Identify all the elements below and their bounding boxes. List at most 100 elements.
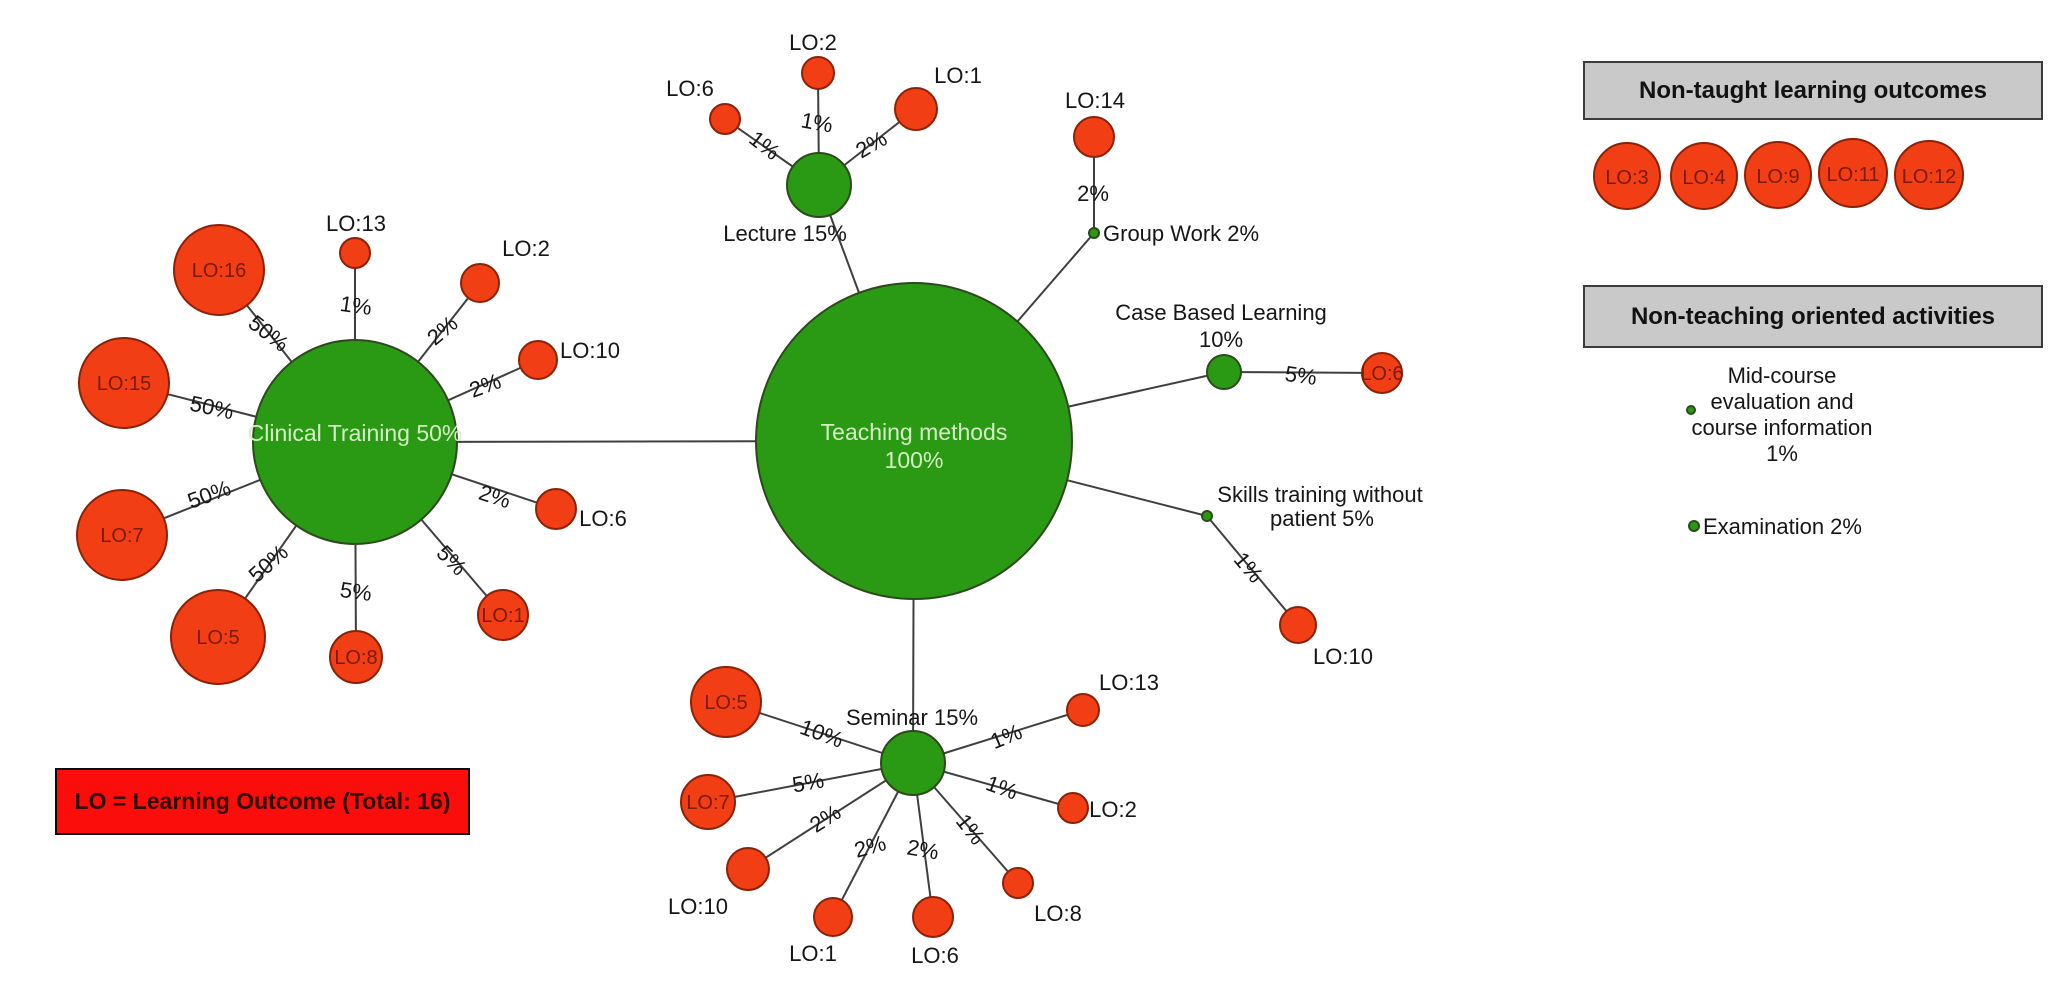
non-taught-lo9 [1744, 141, 1812, 209]
node-case-based-learning [1206, 354, 1242, 390]
mid-course-evaluation-label: Mid-course [1728, 363, 1837, 388]
edge-percent-label: 2% [466, 368, 504, 402]
node-clinical-lo10 [518, 340, 558, 380]
node-lecture-lo2 [801, 56, 835, 90]
node-groupwork-lo14 [1073, 116, 1115, 158]
diagram-text-label: 10% [1199, 327, 1243, 352]
edge-percent-label: 2% [852, 830, 889, 862]
diagram-text-label: LO:1 [789, 941, 837, 966]
node-seminar-lo8 [1002, 867, 1034, 899]
node-seminar-lo13 [1066, 693, 1100, 727]
node-clinical-training [252, 339, 458, 545]
diagram-text-label: LO:2 [1089, 797, 1137, 822]
edge-percent-label: 2% [805, 799, 845, 837]
node-clinical-lo7 [76, 489, 168, 581]
node-clinical-lo2 [460, 263, 500, 303]
node-seminar [880, 730, 946, 796]
non-teaching-activities-header: Non-teaching oriented activities [1630, 302, 1996, 330]
edge-percent-label: 2% [851, 126, 891, 164]
diagram-text-label: patient 5% [1270, 506, 1374, 531]
diagram-text-label: LO:10 [1313, 644, 1373, 669]
node-teaching-methods [755, 282, 1073, 600]
node-clinical-lo8 [329, 630, 383, 684]
node-label-teaching-methods: 100% [885, 447, 944, 473]
node-lecture-lo6 [709, 103, 741, 135]
examination-dot [1688, 520, 1700, 532]
node-seminar-lo6 [912, 896, 954, 938]
node-clinical-lo13 [339, 237, 371, 269]
non-taught-lo4 [1670, 142, 1738, 210]
node-label-clinical-lo5: LO:5 [196, 627, 239, 649]
diagram-text-label: LO:13 [326, 211, 386, 236]
mid-course-evaluation-label: evaluation and [1710, 389, 1853, 414]
diagram-text-label: LO:8 [1034, 901, 1082, 926]
node-lecture-lo1 [894, 87, 938, 131]
node-label-clinical-lo1: LO:1 [481, 605, 524, 627]
node-clinical-lo1 [477, 589, 529, 641]
node-label-clinical-lo15: LO:15 [97, 373, 151, 395]
diagram-text-label: LO:6 [911, 943, 959, 968]
diagram-text-label: LO:10 [560, 338, 620, 363]
non-teaching-activities-box: Non-teaching oriented activities [1583, 285, 2043, 348]
node-clinical-lo6 [535, 488, 577, 530]
non-taught-lo12 [1894, 140, 1964, 210]
node-label-seminar-lo5: LO:5 [704, 692, 747, 714]
node-cbl-lo6 [1361, 352, 1403, 394]
non-taught-lo3 [1593, 142, 1661, 210]
edge-percent-label: 50% [244, 539, 293, 587]
diagram-text-label: Lecture 15% [723, 221, 847, 246]
node-seminar-lo7 [680, 774, 736, 830]
node-clinical-lo15 [78, 337, 170, 429]
node-label-clinical-lo16: LO:16 [192, 260, 246, 282]
edge-percent-label: 2% [422, 311, 462, 351]
node-skills-lo10 [1279, 606, 1317, 644]
node-clinical-lo16 [173, 224, 265, 316]
edge-percent-label: 50% [244, 310, 294, 357]
diagram-text-label: LO:6 [579, 506, 627, 531]
diagram-text-label: Group Work 2% [1103, 221, 1259, 246]
edge-percent-label: 50% [184, 475, 234, 514]
edge-percent-label: 10% [797, 714, 847, 753]
examination-label: Examination 2% [1703, 514, 1862, 539]
node-label-cbl-lo6: LO:6 [1360, 363, 1403, 385]
node-seminar-lo2 [1057, 792, 1089, 824]
edge-percent-label: 1% [983, 770, 1021, 804]
edge-percent-label: 50% [188, 391, 236, 425]
non-taught-outcomes-header: Non-taught learning outcomes [1639, 76, 1987, 104]
edge-percent-label: 2% [1077, 181, 1109, 206]
edge-percent-label: 1% [744, 126, 784, 165]
non-taught-label: LO:9 [1756, 166, 1799, 188]
node-lecture [786, 152, 852, 218]
edge-line [707, 762, 914, 803]
mid-course-evaluation-label: course information [1692, 415, 1873, 440]
lo-legend-box: LO = Learning Outcome (Total: 16) [55, 768, 470, 835]
diagram-text-label: LO:14 [1065, 88, 1125, 113]
diagram-text-label: Skills training without [1217, 482, 1422, 507]
diagram-text-label: LO:1 [934, 63, 982, 88]
node-group-work-dot [1088, 227, 1100, 239]
node-seminar-lo10 [726, 847, 770, 891]
mid-course-evaluation-label: 1% [1766, 441, 1798, 466]
edge-percent-label: 2% [476, 480, 514, 514]
node-label-clinical-training: Clinical Training 50% [248, 420, 463, 446]
non-taught-label: LO:4 [1682, 167, 1725, 189]
edge-percent-label: 1% [799, 107, 835, 137]
edge-percent-label: 5% [1283, 361, 1318, 390]
diagram-text-label: LO:2 [789, 30, 837, 55]
non-taught-label: LO:12 [1902, 166, 1956, 188]
lo-legend-text: LO = Learning Outcome (Total: 16) [74, 788, 451, 814]
node-clinical-lo5 [170, 589, 266, 685]
node-skills-training-dot [1201, 510, 1213, 522]
non-taught-label: LO:3 [1605, 167, 1648, 189]
non-taught-lo11 [1818, 138, 1888, 208]
diagram-text-label: LO:2 [502, 236, 550, 261]
edge-percent-label: 1% [987, 719, 1026, 754]
edge-percent-label: 5% [790, 767, 826, 797]
edge-line [1223, 371, 1383, 374]
diagram-text-label: Seminar 15% [846, 705, 978, 730]
mid-course-evaluation-dot [1686, 405, 1696, 415]
non-taught-outcomes-box: Non-taught learning outcomes [1583, 61, 2043, 120]
edge-line [1206, 515, 1299, 626]
edge-percent-label: 1% [338, 291, 373, 320]
